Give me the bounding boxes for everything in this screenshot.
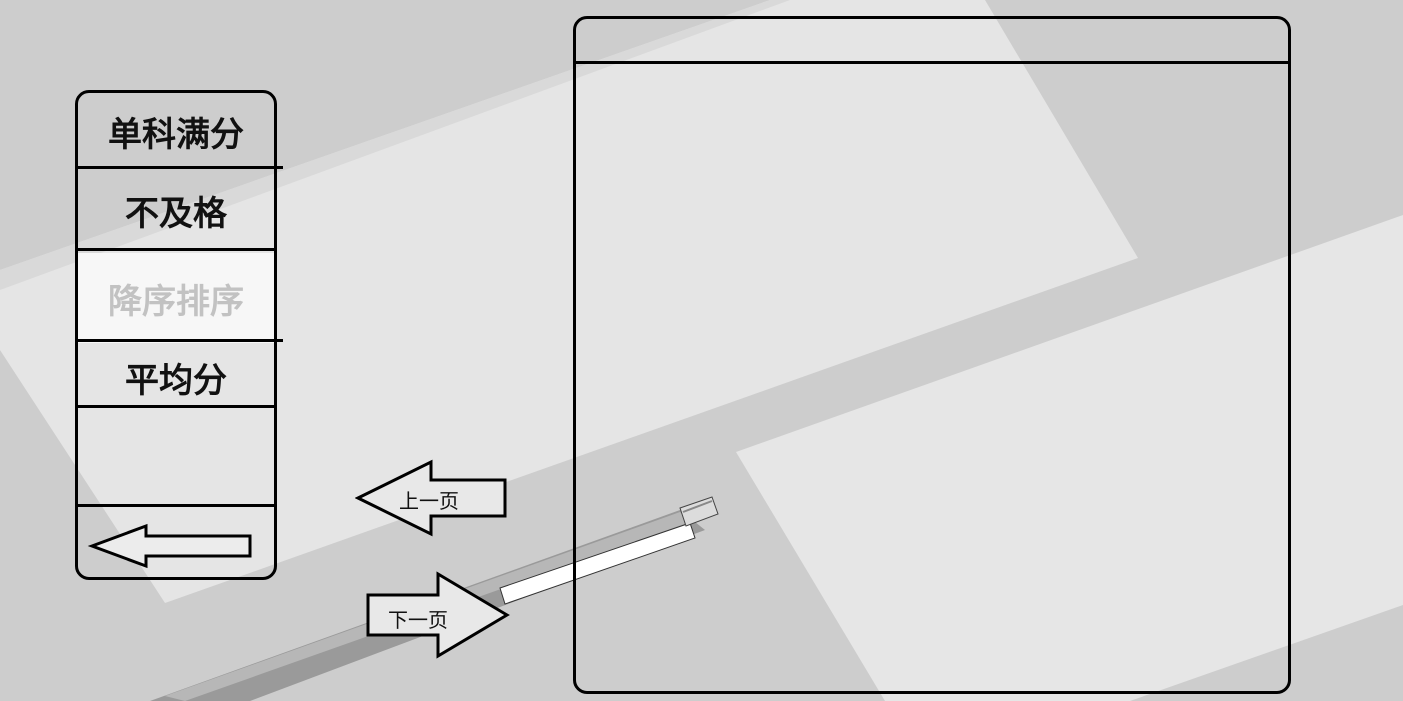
right-arrow-icon	[366, 571, 510, 659]
menu-item-full-score[interactable]: 单科满分	[108, 114, 244, 155]
menu-empty-slot	[78, 411, 274, 507]
next-page-button[interactable]: 下一页	[366, 571, 510, 659]
menu-divider	[75, 405, 277, 408]
filter-menu: 单科满分 不及格 降序排序 平均分	[75, 90, 277, 580]
panel-content	[576, 64, 1288, 691]
prev-page-label: 上一页	[399, 489, 459, 513]
next-page-label: 下一页	[388, 608, 448, 632]
menu-item-sort-descending[interactable]: 降序排序	[78, 253, 274, 343]
menu-divider	[75, 166, 283, 169]
panel-header-divider	[576, 61, 1288, 64]
menu-item-average[interactable]: 平均分	[125, 360, 227, 401]
menu-divider	[75, 339, 283, 342]
results-panel	[573, 16, 1291, 694]
back-button[interactable]	[78, 509, 274, 577]
menu-item-failing[interactable]: 不及格	[125, 193, 227, 234]
menu-divider	[75, 504, 277, 507]
panel-header	[576, 19, 1288, 61]
menu-divider	[75, 248, 277, 251]
left-arrow-icon	[355, 459, 507, 537]
prev-page-button[interactable]: 上一页	[355, 459, 507, 537]
left-arrow-icon	[87, 523, 252, 569]
